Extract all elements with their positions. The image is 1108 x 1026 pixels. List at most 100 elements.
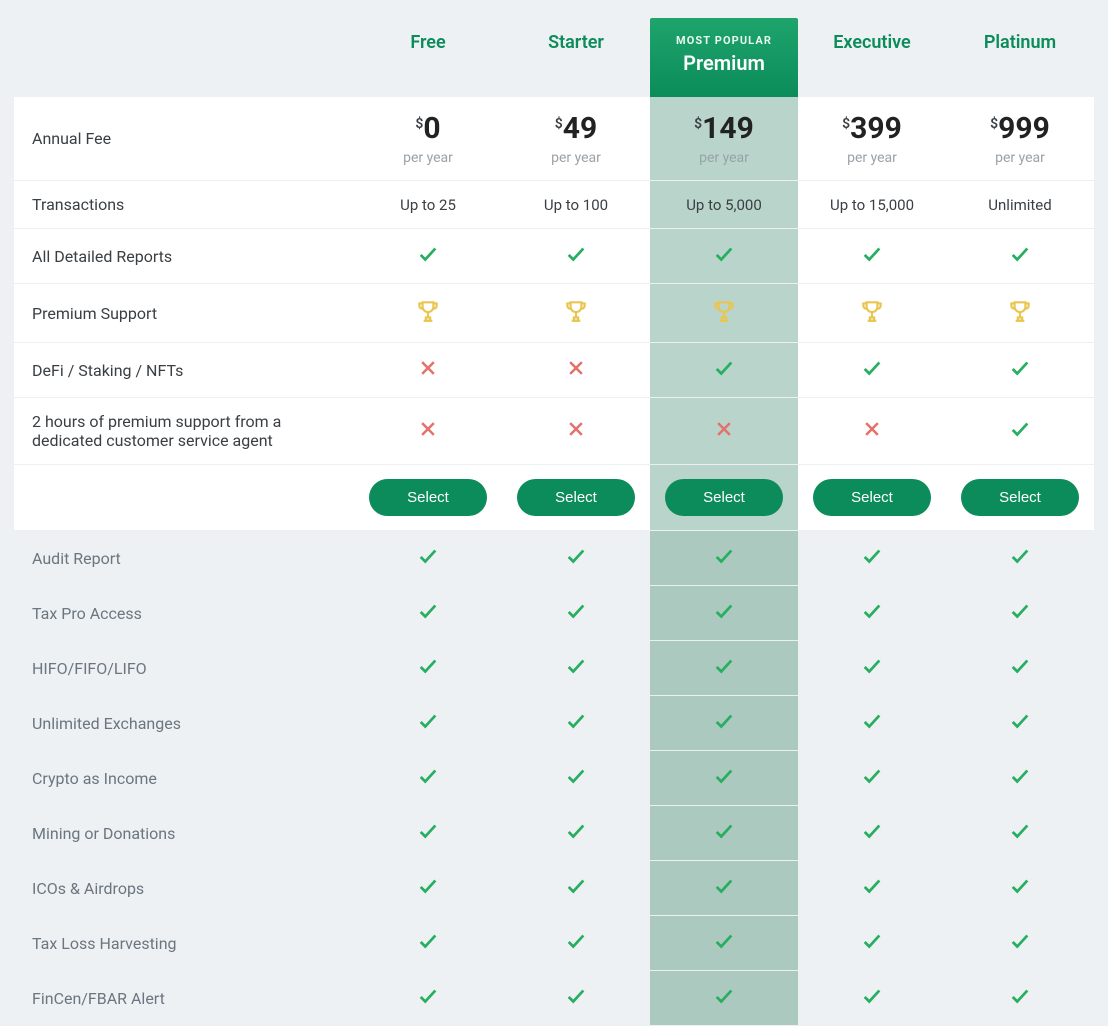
feature-cell <box>946 696 1094 751</box>
plan-name: Starter <box>548 32 604 53</box>
trophy-icon <box>711 298 737 328</box>
price-period: per year <box>403 150 453 166</box>
feature-cell <box>354 806 502 861</box>
feature-label: Crypto as Income <box>14 751 354 806</box>
select-button[interactable]: Select <box>961 479 1079 516</box>
check-icon <box>713 655 735 681</box>
check-icon <box>861 820 883 846</box>
check-icon <box>565 655 587 681</box>
feature-label: HIFO/FIFO/LIFO <box>14 641 354 696</box>
check-icon <box>1009 875 1031 901</box>
check-icon <box>565 243 587 269</box>
price-amount: 149 <box>702 111 754 146</box>
price-period: per year <box>847 150 897 166</box>
check-icon <box>713 545 735 571</box>
feature-cell <box>650 641 798 696</box>
price-period: per year <box>699 150 749 166</box>
feature-cell <box>946 861 1094 916</box>
feature-cell <box>354 586 502 641</box>
feature-cell <box>650 586 798 641</box>
price: $49per year <box>551 111 601 166</box>
check-icon <box>417 765 439 791</box>
plan-name: Executive <box>833 32 911 53</box>
feature-cell: Up to 25 <box>354 181 502 229</box>
feature-cell <box>502 531 650 586</box>
check-icon <box>861 985 883 1011</box>
feature-cell <box>650 751 798 806</box>
feature-cell <box>946 343 1094 398</box>
cross-icon <box>418 358 438 382</box>
check-icon <box>861 710 883 736</box>
check-icon <box>713 600 735 626</box>
feature-cell: Select <box>650 465 798 531</box>
price: $399per year <box>842 111 902 166</box>
feature-cell <box>946 806 1094 861</box>
feature-label <box>14 465 354 531</box>
price-period: per year <box>995 150 1045 166</box>
feature-cell: Up to 5,000 <box>650 181 798 229</box>
feature-cell <box>650 916 798 971</box>
feature-value: Up to 25 <box>400 196 456 214</box>
feature-label: Transactions <box>14 181 354 229</box>
plan-header: Platinum <box>946 18 1094 97</box>
feature-cell: $999 per year <box>946 97 1094 181</box>
check-icon <box>417 875 439 901</box>
cross-icon <box>862 419 882 443</box>
select-button[interactable]: Select <box>369 479 487 516</box>
plan-header: Starter <box>502 18 650 97</box>
plan-header: Executive <box>798 18 946 97</box>
feature-label: All Detailed Reports <box>14 229 354 284</box>
feature-cell <box>798 806 946 861</box>
price-amount: 999 <box>998 111 1050 146</box>
feature-cell <box>946 586 1094 641</box>
feature-label: Audit Report <box>14 531 354 586</box>
feature-label: 2 hours of premium support from a dedica… <box>14 398 354 465</box>
feature-cell <box>502 696 650 751</box>
check-icon <box>565 600 587 626</box>
feature-cell: $399per year <box>798 97 946 181</box>
feature-cell <box>798 343 946 398</box>
plan-name: Free <box>410 32 445 53</box>
feature-label: Mining or Donations <box>14 806 354 861</box>
select-button[interactable]: Select <box>517 479 635 516</box>
feature-value: Unlimited <box>988 196 1051 214</box>
feature-cell <box>502 343 650 398</box>
price: $0per year <box>403 111 453 166</box>
feature-cell <box>650 861 798 916</box>
feature-cell <box>798 641 946 696</box>
cross-icon <box>566 358 586 382</box>
feature-cell: $0per year <box>354 97 502 181</box>
feature-cell <box>502 284 650 343</box>
plan-name: Platinum <box>984 32 1056 53</box>
feature-cell <box>798 586 946 641</box>
feature-label: Tax Loss Harvesting <box>14 916 354 971</box>
feature-cell <box>502 916 650 971</box>
feature-cell <box>946 641 1094 696</box>
feature-cell: Select <box>354 465 502 531</box>
check-icon <box>1009 985 1031 1011</box>
feature-cell: Up to 15,000 <box>798 181 946 229</box>
feature-cell <box>354 641 502 696</box>
currency-symbol: $ <box>990 116 998 132</box>
currency-symbol: $ <box>415 116 423 132</box>
feature-cell <box>354 398 502 465</box>
check-icon <box>1009 418 1031 444</box>
select-button[interactable]: Select <box>813 479 931 516</box>
check-icon <box>1009 820 1031 846</box>
feature-cell <box>650 531 798 586</box>
check-icon <box>1009 600 1031 626</box>
feature-value: Up to 15,000 <box>830 196 914 214</box>
check-icon <box>713 765 735 791</box>
feature-cell <box>354 229 502 284</box>
trophy-icon <box>563 298 589 328</box>
cross-icon <box>566 419 586 443</box>
feature-cell <box>650 806 798 861</box>
check-icon <box>417 545 439 571</box>
check-icon <box>861 765 883 791</box>
select-button[interactable]: Select <box>665 479 783 516</box>
price: $999 per year <box>990 111 1050 166</box>
feature-cell: Unlimited <box>946 181 1094 229</box>
currency-symbol: $ <box>842 116 850 132</box>
feature-value: Up to 5,000 <box>686 196 762 214</box>
feature-cell: Select <box>502 465 650 531</box>
